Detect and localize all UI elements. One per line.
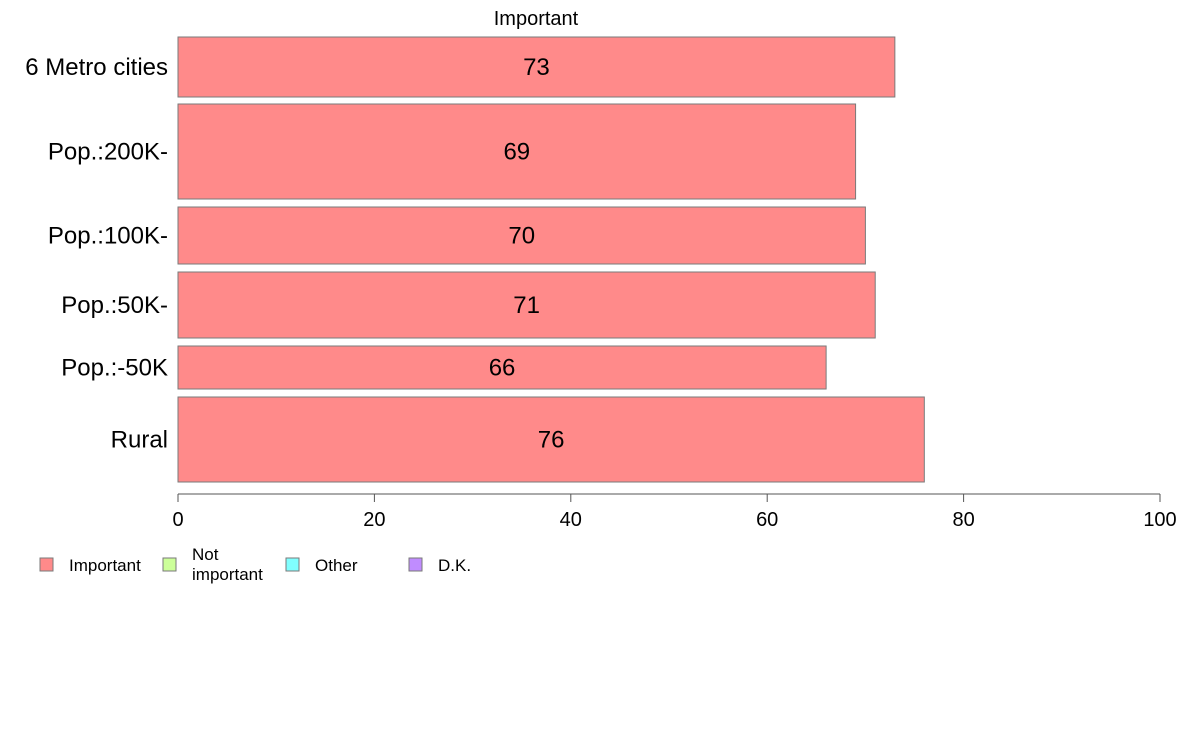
x-tick-label: 40 [560,509,582,531]
category-label: 6 Metro cities [25,54,168,81]
bar-value-label: 69 [503,139,530,166]
legend: Important Not important Other D.K. [39,545,471,584]
bar [177,271,876,339]
x-tick-label: 0 [172,509,183,531]
x-axis: 0 20 40 60 80 100 [172,493,1177,531]
legend-label: D.K. [438,556,471,575]
legend-label: Important [69,556,141,575]
bar-value-label: 76 [538,427,565,454]
bar [177,36,896,98]
bar [177,206,866,265]
bar-value-label: 73 [523,54,550,81]
category-label: Pop.:200K- [48,139,168,166]
bars [177,36,925,483]
bar-value-label: 66 [489,355,516,382]
category-label: Pop.:100K- [48,223,168,250]
bar [177,345,827,390]
bar-value-label: 71 [513,292,540,319]
x-tick-label: 20 [363,509,385,531]
x-tick-label: 80 [952,509,974,531]
category-labels: 6 Metro cities Pop.:200K- Pop.:100K- Pop.:5… [25,54,168,454]
bar-value-labels: 73 69 70 71 66 76 [489,54,565,454]
panel-title: Important [494,8,579,30]
legend-label: Other [315,556,358,575]
bar [177,103,857,200]
legend-label: Not important [192,545,263,584]
bar [177,396,925,483]
category-label: Pop.:-50K [61,355,168,382]
legend-swatch [408,557,423,572]
bar-value-label: 70 [508,223,535,250]
legend-swatch [285,557,300,572]
category-label: Rural [111,427,168,454]
legend-swatch [162,557,177,572]
legend-swatch [39,557,54,572]
x-tick-label: 100 [1143,509,1176,531]
x-tick-label: 60 [756,509,778,531]
category-label: Pop.:50K- [61,292,168,319]
